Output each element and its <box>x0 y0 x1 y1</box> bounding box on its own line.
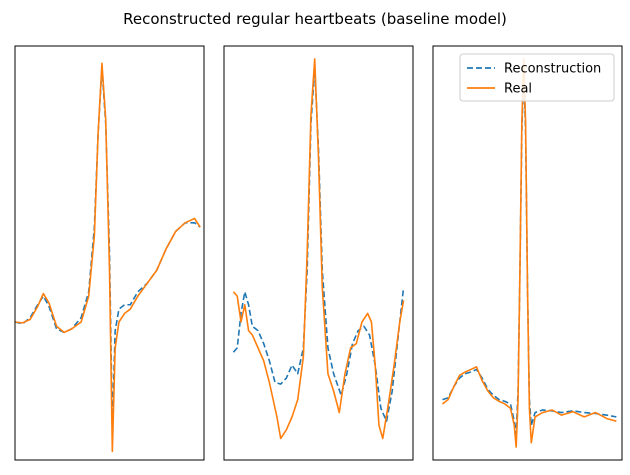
legend-label-real: Real <box>504 82 532 97</box>
panel-1-series-reconstruction <box>14 66 201 427</box>
panel-1-series-real <box>14 62 201 453</box>
legend-label-reconstruction: Reconstruction <box>504 62 601 77</box>
legend: Reconstruction Real <box>459 53 615 102</box>
panel-2 <box>223 45 414 461</box>
panel-1 <box>14 45 205 461</box>
panels <box>14 45 623 461</box>
panel-2-series-reconstruction <box>232 66 405 422</box>
panel-1-frame <box>14 45 205 461</box>
chart-title: Reconstructed regular heartbeats (baseli… <box>123 10 507 28</box>
legend-box <box>459 53 615 102</box>
panel-2-series-real <box>232 58 405 440</box>
panel-3-frame <box>432 45 623 461</box>
panel-3-series-reconstruction <box>442 71 617 435</box>
panel-2-frame <box>223 45 414 461</box>
panel-3-series-real <box>441 58 617 448</box>
panel-3 <box>432 45 623 461</box>
